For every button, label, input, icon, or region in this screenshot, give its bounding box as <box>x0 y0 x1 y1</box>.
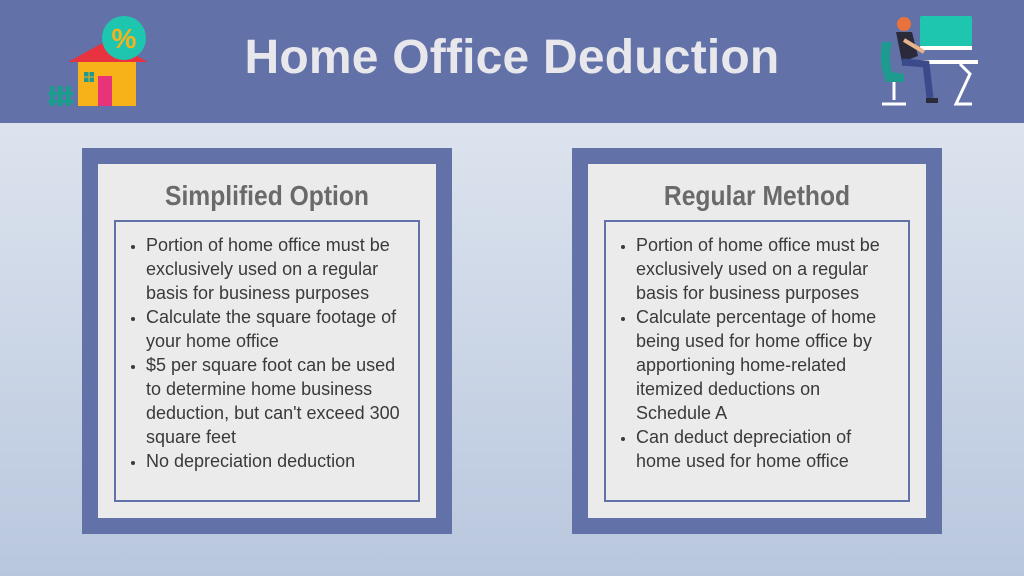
list-item: No depreciation deduction <box>146 449 410 473</box>
regular-method-card: Regular Method Portion of home office mu… <box>572 148 942 534</box>
bullet-list: Portion of home office must be exclusive… <box>116 222 418 473</box>
header-bar: % Home Office Deduction <box>0 0 1024 123</box>
card-title: Simplified Option <box>165 180 369 211</box>
bullet-list-box: Portion of home office must be exclusive… <box>114 220 420 502</box>
list-item: Calculate percentage of home being used … <box>636 305 900 425</box>
bullet-list-box: Portion of home office must be exclusive… <box>604 220 910 502</box>
list-item: Portion of home office must be exclusive… <box>636 233 900 305</box>
list-item: $5 per square foot can be used to determ… <box>146 353 410 449</box>
card-panel: Simplified Option Portion of home office… <box>98 164 436 518</box>
desk-worker-icon <box>880 16 978 106</box>
card-panel: Regular Method Portion of home office mu… <box>588 164 926 518</box>
list-item: Can deduct depreciation of home used for… <box>636 425 900 473</box>
list-item: Portion of home office must be exclusive… <box>146 233 410 305</box>
page-title: Home Office Deduction <box>244 31 780 84</box>
list-item: Calculate the square footage of your hom… <box>146 305 410 353</box>
bullet-list: Portion of home office must be exclusive… <box>606 222 908 473</box>
house-percent-icon: % <box>48 16 148 106</box>
simplified-option-card: Simplified Option Portion of home office… <box>82 148 452 534</box>
card-title: Regular Method <box>663 180 851 211</box>
svg-text:%: % <box>112 23 137 54</box>
